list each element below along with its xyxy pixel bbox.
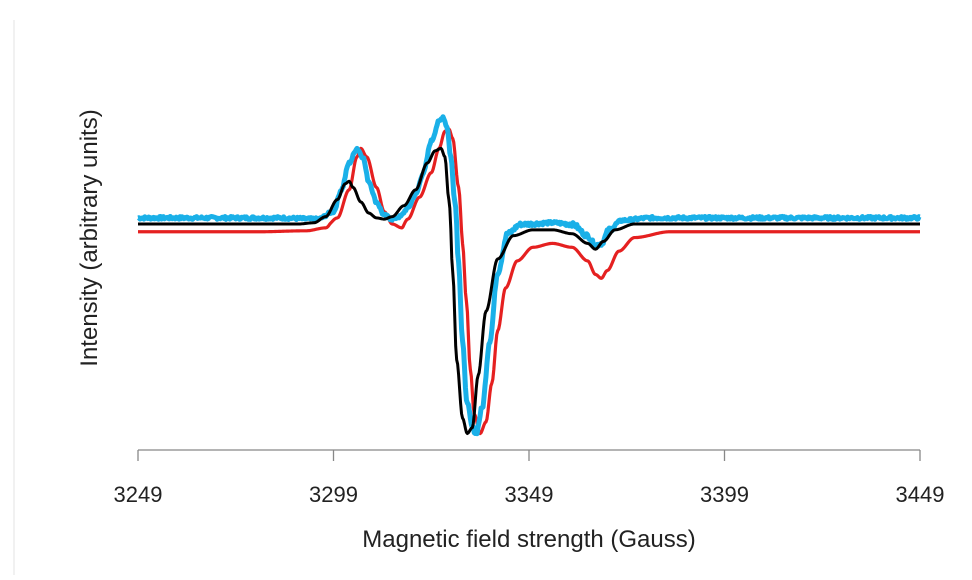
x-axis-title: Magnetic field strength (Gauss) xyxy=(362,526,695,553)
x-tick-label: 3349 xyxy=(505,482,554,507)
series-layer xyxy=(136,114,922,437)
series-line-3 xyxy=(137,146,921,435)
series-line-2 xyxy=(136,114,922,437)
x-tick-label: 3249 xyxy=(114,482,163,507)
x-tick-label: 3399 xyxy=(700,482,749,507)
y-axis-title: Intensity (arbitrary units) xyxy=(76,109,103,366)
x-tick-label: 3449 xyxy=(896,482,945,507)
x-axis-ticks: 3249 3299 3349 3399 3449 xyxy=(114,450,945,507)
x-tick-label: 3299 xyxy=(309,482,358,507)
series-line-1 xyxy=(137,127,921,436)
